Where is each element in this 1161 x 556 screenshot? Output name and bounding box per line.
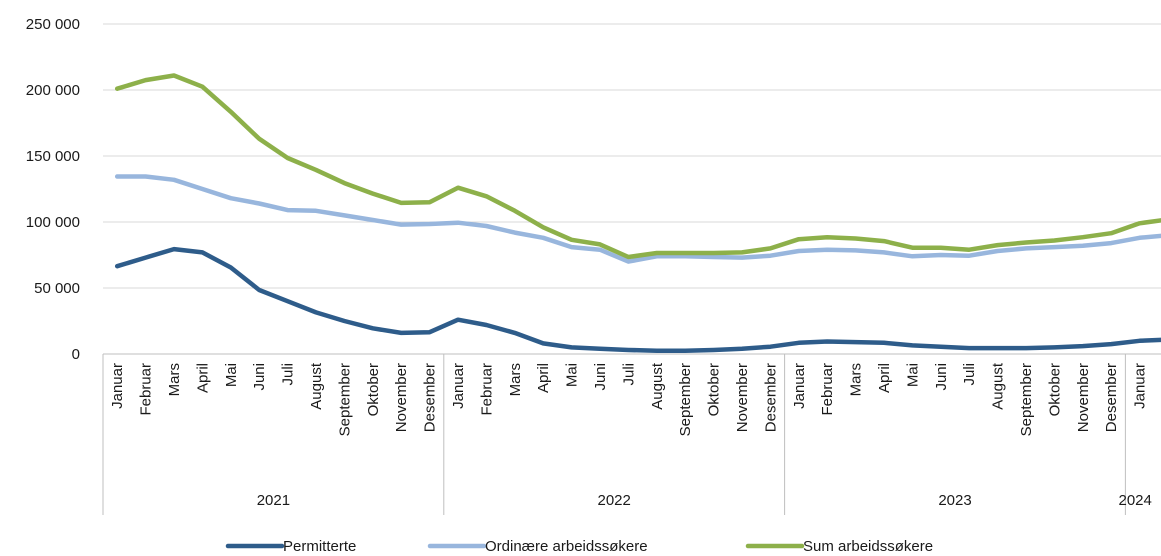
year-label: 2021 (257, 492, 290, 509)
x-tick-label: September (336, 363, 353, 436)
x-tick-label: Februar (478, 363, 495, 416)
x-tick-label: Oktober (1046, 363, 1063, 416)
x-tick-label: November (1075, 363, 1092, 432)
x-tick-label: Juni (251, 363, 268, 391)
x-tick-label: Januar (791, 363, 808, 409)
x-tick-label: August (990, 362, 1007, 410)
x-tick-label: Mai (904, 363, 921, 387)
x-tick-label: August (308, 362, 325, 410)
y-tick-label: 150 000 (26, 148, 80, 165)
x-tick-label: Desember (422, 363, 439, 432)
year-label: 2023 (938, 492, 971, 509)
x-tick-label: Mars (848, 363, 865, 396)
x-tick-label: Juni (933, 363, 950, 391)
legend-label: Ordinære arbeidssøkere (485, 538, 648, 555)
x-tick-label: Desember (1103, 363, 1120, 432)
series-lines (114, 73, 1161, 353)
y-tick-label: 50 000 (34, 280, 80, 297)
y-tick-label: 100 000 (26, 214, 80, 231)
x-tick-label: Oktober (706, 363, 723, 416)
y-tick-label: 0 (72, 346, 80, 363)
x-tick-label: Juni (592, 363, 609, 391)
x-tick-label: November (734, 363, 751, 432)
x-tick-label: Desember (762, 363, 779, 432)
year-label: 2022 (598, 492, 631, 509)
x-tick-label: Mai (564, 363, 581, 387)
x-tick-label: April (535, 363, 552, 393)
x-tick-label: Januar (1132, 363, 1149, 409)
x-tick-label: Mai (223, 363, 240, 387)
y-tick-label: 200 000 (26, 82, 80, 99)
legend-label: Permitterte (283, 538, 356, 555)
x-tick-label: August (649, 362, 666, 410)
x-tick-label: Mars (507, 363, 524, 396)
x-axis: Januar Februar Mars April Mai Juni Juli August S… (102, 353, 1161, 515)
x-tick-label: Juli (961, 363, 978, 386)
x-tick-label: Mars (166, 363, 183, 396)
x-tick-label: Februar (819, 363, 836, 416)
x-tick-label: April (194, 363, 211, 393)
x-tick-label: Januar (450, 363, 467, 409)
y-axis: 0 50 000 100 000 150 000 200 000 250 000 (26, 16, 80, 363)
x-tick-label: September (677, 363, 694, 436)
gridlines (103, 23, 1161, 355)
series-line-permitterte (114, 246, 1161, 353)
x-tick-label: Juli (620, 363, 637, 386)
y-tick-label: 250 000 (26, 16, 80, 33)
x-tick-label: April (876, 363, 893, 393)
x-tick-label: Januar (109, 363, 126, 409)
year-label: 2024 (1119, 492, 1152, 509)
x-tick-label: Juli (280, 363, 297, 386)
x-tick-label: September (1018, 363, 1035, 436)
legend: Permitterte Ordinære arbeidssøkere Sum arb… (225, 538, 933, 555)
x-tick-label: November (393, 363, 410, 432)
x-tick-label: Februar (138, 363, 155, 416)
x-tick-label: Oktober (365, 363, 382, 416)
series-line-ordinaere-arbeidssokere (114, 174, 1161, 264)
series-line-sum-arbeidssokere (114, 73, 1161, 260)
legend-label: Sum arbeidssøkere (803, 538, 933, 555)
